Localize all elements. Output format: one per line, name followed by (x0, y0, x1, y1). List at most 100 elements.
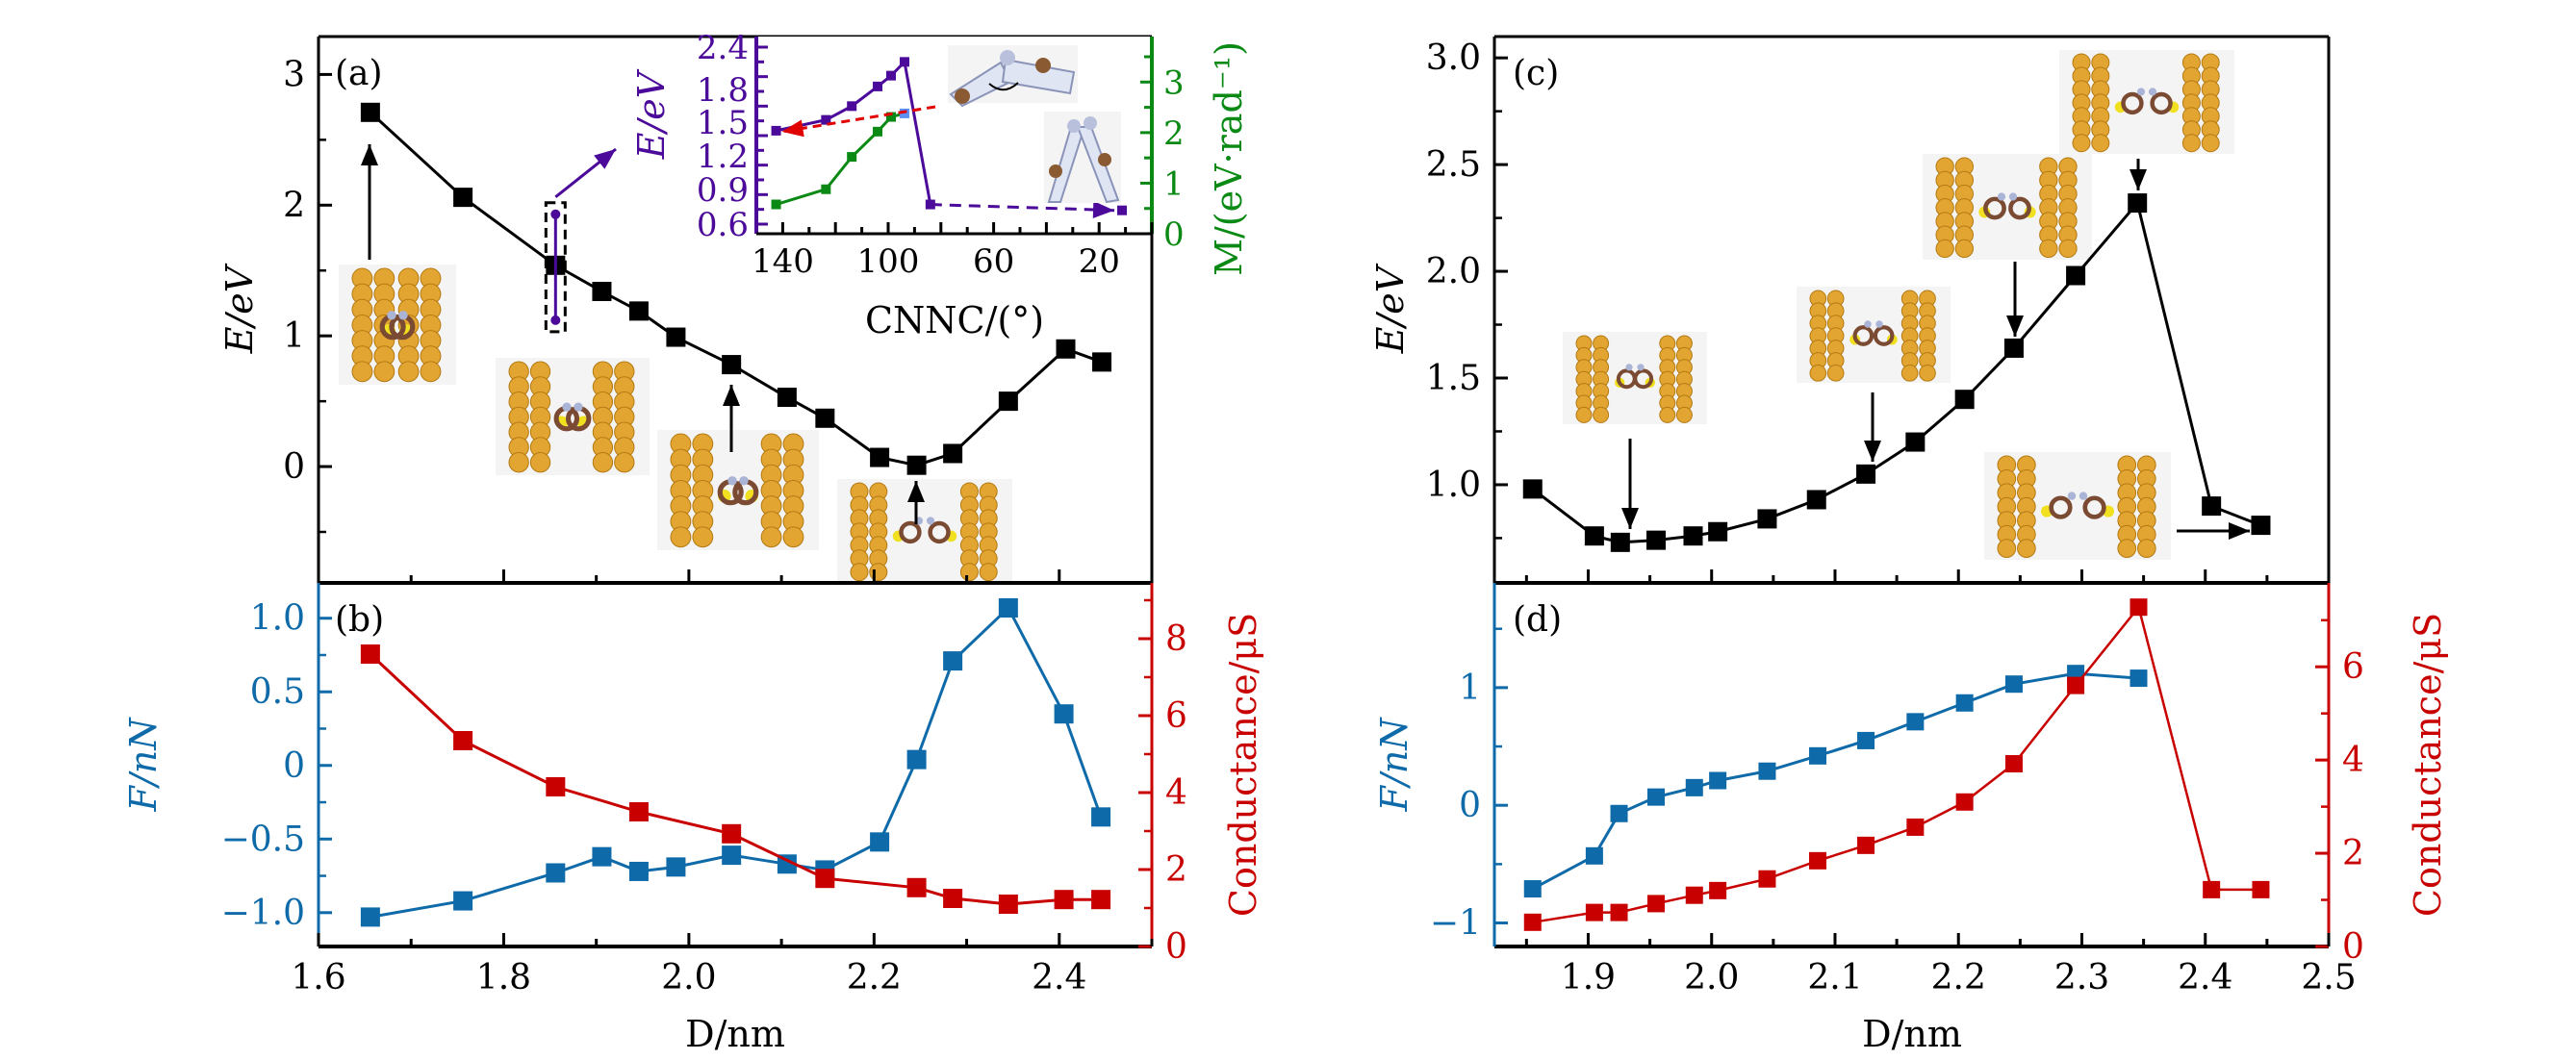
arrow-structure-a4 (907, 481, 925, 524)
gold-atom (869, 563, 888, 582)
inset-energy-marker (821, 114, 831, 125)
panel-d-conductance-marker (1857, 836, 1875, 854)
nitrogen-atom (2008, 192, 2018, 201)
inset-x-tick-label: 60 (973, 242, 1014, 281)
panel-d-conductance-line (1532, 604, 2261, 924)
arrow-structure-a3 (723, 385, 740, 452)
panel-b-force-marker (722, 845, 742, 866)
panel-b-force-marker (870, 832, 890, 852)
carbon-atom (1049, 164, 1062, 178)
panel-d-conductance-marker (2067, 676, 2085, 694)
panel-b-x-tick-label: 1.8 (476, 958, 531, 997)
panel-c-energy-marker (2202, 496, 2222, 517)
highlight-dashed-box (544, 201, 567, 334)
inset-energy-marker (771, 125, 781, 136)
arrow-head (1092, 200, 1115, 218)
panel-a-energy-marker (815, 408, 835, 428)
panel-b-y-right-tick-label: 6 (1165, 696, 1187, 736)
gold-atom (2017, 539, 2036, 558)
nitrogen-atom (2148, 88, 2157, 96)
inset-energy-marker (899, 57, 909, 67)
inset-right-tick-label: 0 (1163, 215, 1185, 254)
gold-atom (670, 526, 692, 548)
angle-arc (988, 82, 1019, 91)
gold-atom (959, 563, 979, 582)
nitrogen-atom (2067, 492, 2077, 500)
panel-b-conductance-marker (628, 802, 649, 821)
panel-d-conductance-marker (2130, 598, 2148, 617)
gold-atom (373, 361, 395, 383)
panel-c-energy-marker (1856, 464, 1876, 484)
carbon-atom (1035, 58, 1051, 73)
nitrogen-atom (1000, 50, 1015, 65)
y-axis-title-c: E/eV (1369, 263, 1412, 354)
panel-c-y-tick-label: 1.0 (1426, 466, 1481, 505)
gold-atom (1593, 406, 1610, 423)
panel-b-force-marker (906, 749, 927, 770)
inset-x-tick-label: 20 (1079, 242, 1120, 281)
benzene-ring (2049, 495, 2073, 519)
panel-b-force-marker (453, 891, 473, 911)
nitrogen-atom (1875, 320, 1883, 328)
panel-c-energy-marker (1610, 532, 1630, 552)
arrow-head (723, 385, 740, 406)
arrow-structure-c2 (1864, 392, 1881, 462)
inset-angle-pictogram-closed (1044, 112, 1121, 204)
panel-b-y-right-tick-label: 2 (1165, 850, 1187, 890)
gold-atom (1659, 406, 1676, 423)
nitrogen-atom (1864, 320, 1872, 328)
panel-d-force-marker (1857, 731, 1875, 749)
panel-a-energy-marker (777, 388, 797, 408)
arrow-head (361, 144, 378, 165)
inset-torque-marker (899, 108, 909, 118)
panel-b-conductance-marker (453, 731, 473, 750)
panel-b-x-tick-label: 2.2 (847, 958, 902, 997)
gold-atom (760, 526, 782, 548)
gold-atom (2117, 539, 2137, 558)
panel-label-c: (c) (1513, 54, 1559, 93)
panel-b-y-left-tick-label: 0 (283, 746, 305, 786)
panel-c-y-tick-label: 1.5 (1426, 359, 1481, 398)
benzene-ring (2082, 495, 2106, 519)
gold-atom (1675, 406, 1693, 423)
highlight-point-low (550, 315, 561, 325)
carbon-atom (1098, 153, 1111, 166)
panel-b-conductance-marker (546, 777, 566, 796)
gold-atom (1826, 365, 1845, 382)
panel-a-y-tick-label: 2 (283, 186, 305, 225)
nitrogen-atom (926, 517, 935, 525)
panel-c-energy-marker (1708, 521, 1728, 542)
arrow-structure-c4 (2130, 159, 2147, 190)
y-axis-right-title-d: Conductance/μS (2407, 613, 2449, 917)
panel-d-conductance-marker (1758, 870, 1776, 888)
panel-c-y-tick-label: 2.0 (1426, 252, 1481, 291)
panel-d-conductance-marker (1585, 903, 1603, 921)
panel-d-force-marker (1523, 880, 1542, 898)
panel-b-force-marker (1091, 807, 1111, 827)
benzene-ring (1852, 325, 1875, 346)
text-labels: (a) (b) (c) (d) E/eV F/nN Conductance/μS… (122, 29, 2449, 1055)
panel-c-energy-marker (2251, 516, 2271, 536)
gold-atom (351, 361, 373, 383)
inset-torque-marker (821, 184, 831, 194)
panel-a-energy-marker (906, 455, 927, 475)
arrow-head (2130, 169, 2147, 190)
panel-b-force-marker (628, 861, 649, 881)
gold-atom (2072, 134, 2091, 153)
gold-atom (614, 452, 635, 473)
panel-b-x-tick-label: 2.0 (661, 958, 716, 997)
gold-atom (508, 452, 529, 473)
inset-torque-marker (771, 199, 781, 210)
panel-d-x-tick-label: 1.9 (1561, 958, 1616, 997)
structure-image-a3 (657, 430, 819, 550)
panel-a-energy-marker (943, 443, 963, 464)
inset-y-axis-right-title: M/(eV·rad⁻¹) (1208, 41, 1250, 276)
panel-d-force-marker (1685, 778, 1703, 796)
benzene-ring (2150, 91, 2173, 115)
arrow-head (594, 149, 616, 169)
benzene-ring (1983, 196, 2006, 220)
gold-atom (2091, 134, 2110, 153)
panel-b-force-line (370, 605, 1103, 919)
panel-b-force-marker (592, 846, 612, 867)
